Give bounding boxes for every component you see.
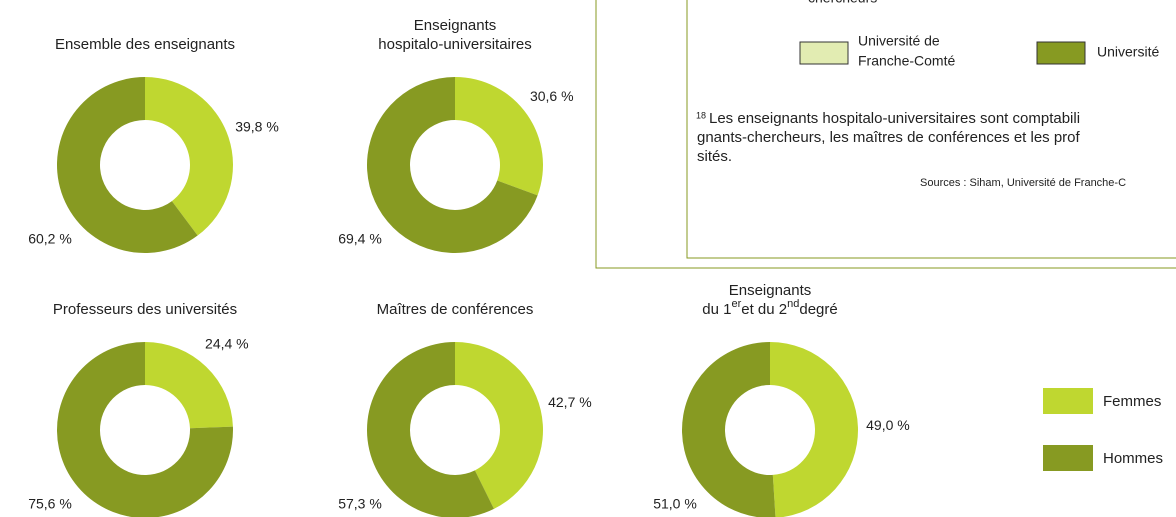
donut-slice	[367, 342, 494, 517]
footnote-line: gnants-chercheurs, les maîtres de confér…	[697, 129, 1081, 146]
info-box: chercheurs	[595, 0, 1176, 269]
source: Sources : Siham, Université de Franche-C	[920, 177, 1126, 189]
box-legend-swatch	[1036, 41, 1086, 65]
legend-label: Hommes	[1103, 450, 1163, 467]
title-part: er	[731, 298, 741, 310]
title-part: du 1	[702, 301, 731, 318]
box-legend-label: Université de	[858, 33, 940, 49]
chart-title: Enseignants	[729, 282, 812, 299]
value-label: 49,0 %	[866, 417, 910, 433]
outer-frame	[595, 0, 1176, 269]
donut-slice	[770, 342, 858, 517]
value-label: 24,4 %	[205, 336, 249, 352]
donut-slice	[682, 342, 776, 517]
chart-title: Ensemble des enseignants	[55, 36, 235, 53]
chart-title: du 1eret du 2nddegré	[702, 298, 837, 318]
chart-title: Professeurs des universités	[53, 301, 237, 318]
value-label: 75,6 %	[28, 496, 72, 512]
title-part: et du 2	[741, 301, 787, 318]
value-label: 51,0 %	[653, 496, 697, 512]
cut-heading: chercheurs	[808, 0, 877, 6]
chart-title: Maîtres de conférences	[377, 301, 534, 318]
inner-frame	[686, 0, 1176, 259]
donut-slice	[367, 77, 538, 253]
value-label: 57,3 %	[338, 496, 382, 512]
title-part: nd	[787, 298, 799, 310]
donut-slice	[57, 342, 233, 517]
footnote-line: sités.	[697, 148, 732, 165]
donut-slice	[455, 77, 543, 196]
box-legend-swatch	[799, 41, 849, 65]
title-part: degré	[799, 301, 837, 318]
legend-label: Femmes	[1103, 393, 1161, 410]
chart-title: hospitalo-universitaires	[378, 36, 531, 53]
chart-title: Enseignants	[414, 17, 497, 34]
box-legend-label: Université	[1097, 44, 1159, 60]
donut-slice	[145, 342, 233, 429]
value-label: 39,8 %	[235, 119, 279, 135]
legend-swatch	[1043, 388, 1093, 414]
value-label: 60,2 %	[28, 231, 72, 247]
legend-swatch	[1043, 445, 1093, 471]
footnote-line: Les enseignants hospitalo-universitaires…	[709, 110, 1080, 127]
box-legend-label: Franche-Comté	[858, 53, 955, 69]
footnote-number: 18	[696, 110, 706, 120]
donut-slice	[145, 77, 233, 236]
value-label: 42,7 %	[548, 394, 592, 410]
donut-slice	[56, 77, 198, 253]
donut-slice	[455, 342, 544, 509]
value-label: 30,6 %	[530, 88, 574, 104]
value-label: 69,4 %	[338, 231, 382, 247]
